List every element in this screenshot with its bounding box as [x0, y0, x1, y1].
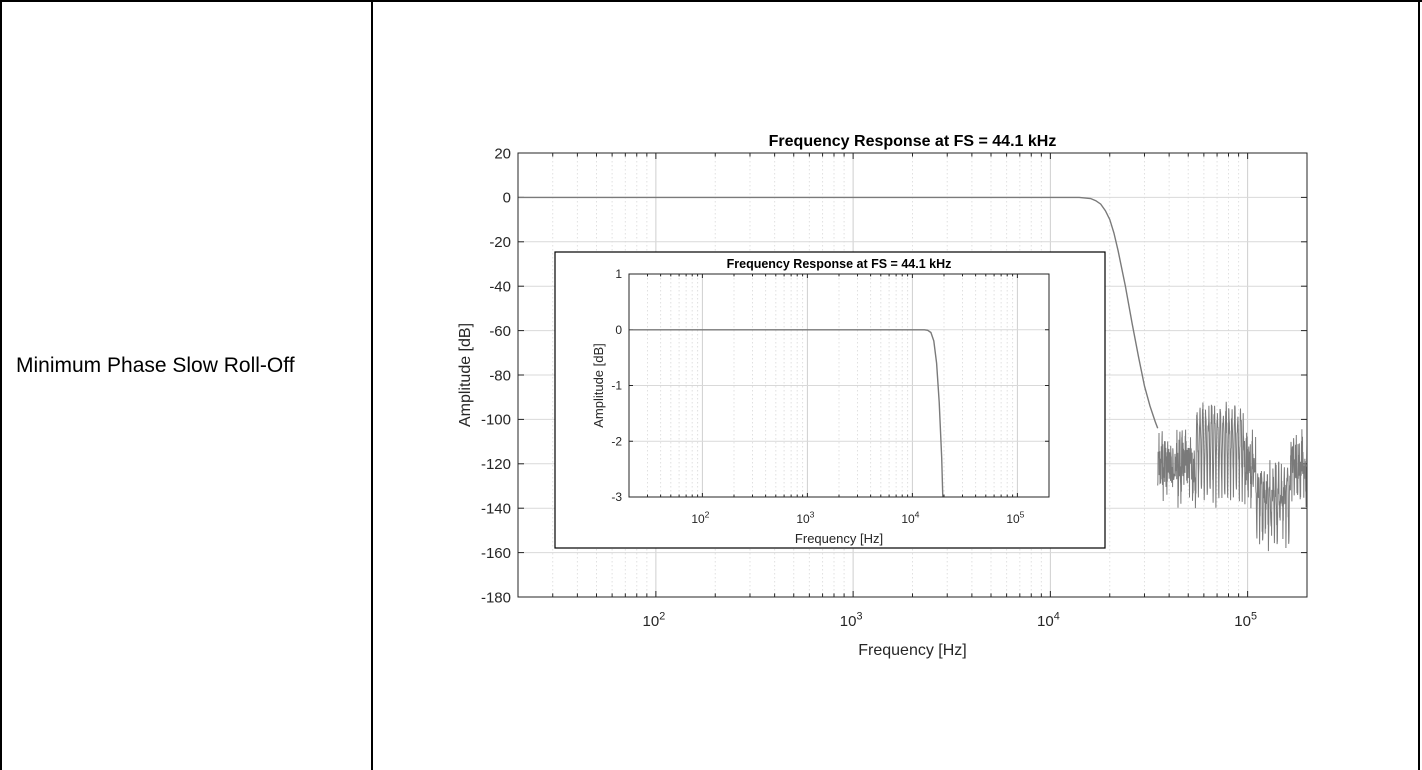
table-border-top — [0, 0, 1422, 2]
table-border-divider — [371, 0, 373, 770]
table-border-right — [1418, 0, 1420, 770]
row-label: Minimum Phase Slow Roll-Off — [16, 354, 295, 377]
table-border-left — [0, 0, 2, 770]
